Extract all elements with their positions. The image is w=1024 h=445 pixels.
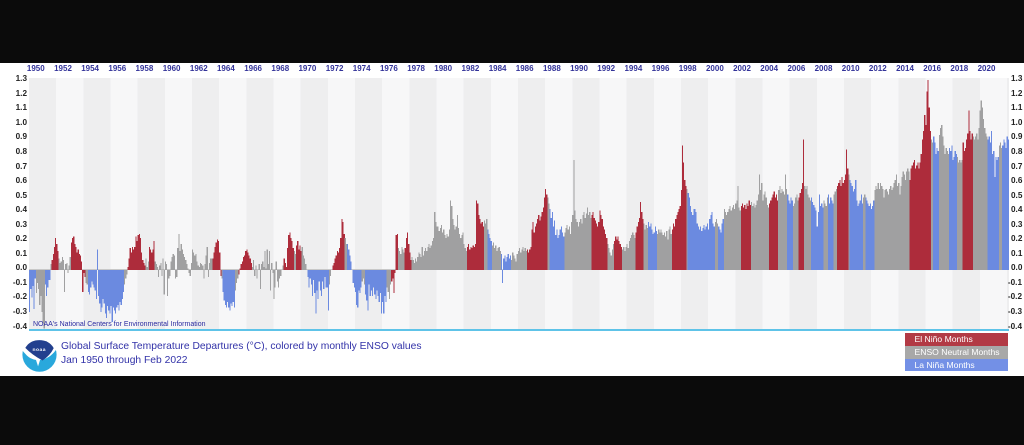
svg-text:noaa: noaa [32,347,46,352]
